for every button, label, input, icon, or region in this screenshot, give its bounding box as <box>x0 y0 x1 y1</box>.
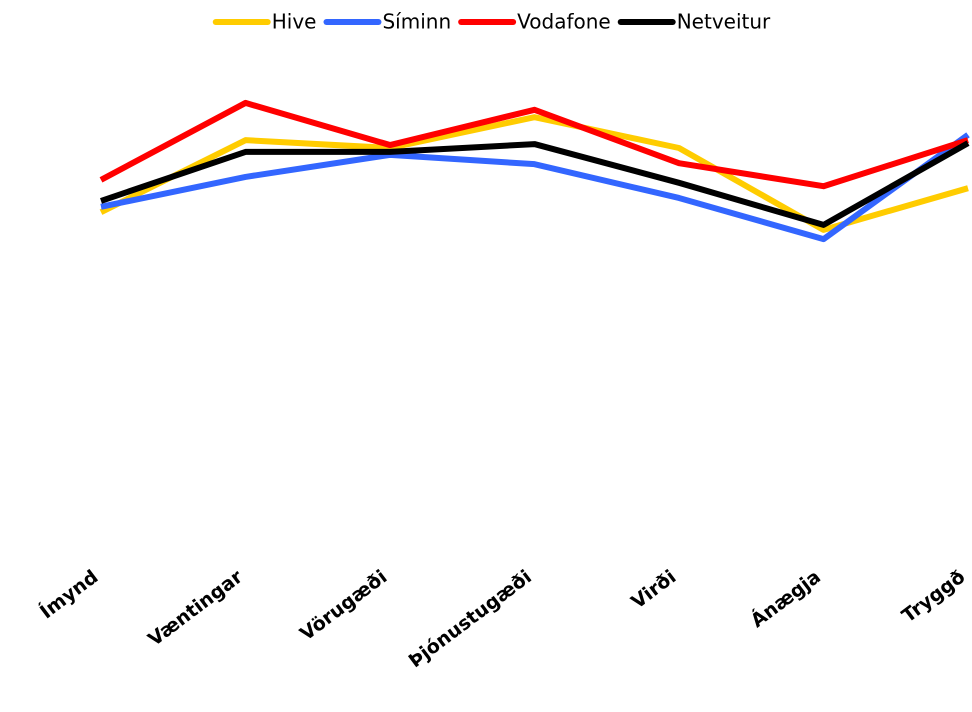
x-tick-label: Þjónustugæði <box>405 566 536 672</box>
legend-label: Hive <box>272 10 317 34</box>
x-tick-label: Ímynd <box>35 565 102 623</box>
series-line <box>99 99 969 190</box>
series-line <box>100 140 970 228</box>
x-tick-label: Ánægja <box>746 565 825 632</box>
x-tick-label: Tryggð <box>898 566 969 627</box>
legend-label: Síminn <box>382 10 451 34</box>
legend-label: Vodafone <box>517 10 611 34</box>
x-tick-label: Væntingar <box>144 565 247 650</box>
x-tick-label: Vörugæði <box>296 566 391 645</box>
x-tick-label: Virði <box>627 566 680 614</box>
series-line <box>100 132 970 243</box>
legend-label: Netveitur <box>677 10 771 34</box>
series-line <box>99 114 969 233</box>
